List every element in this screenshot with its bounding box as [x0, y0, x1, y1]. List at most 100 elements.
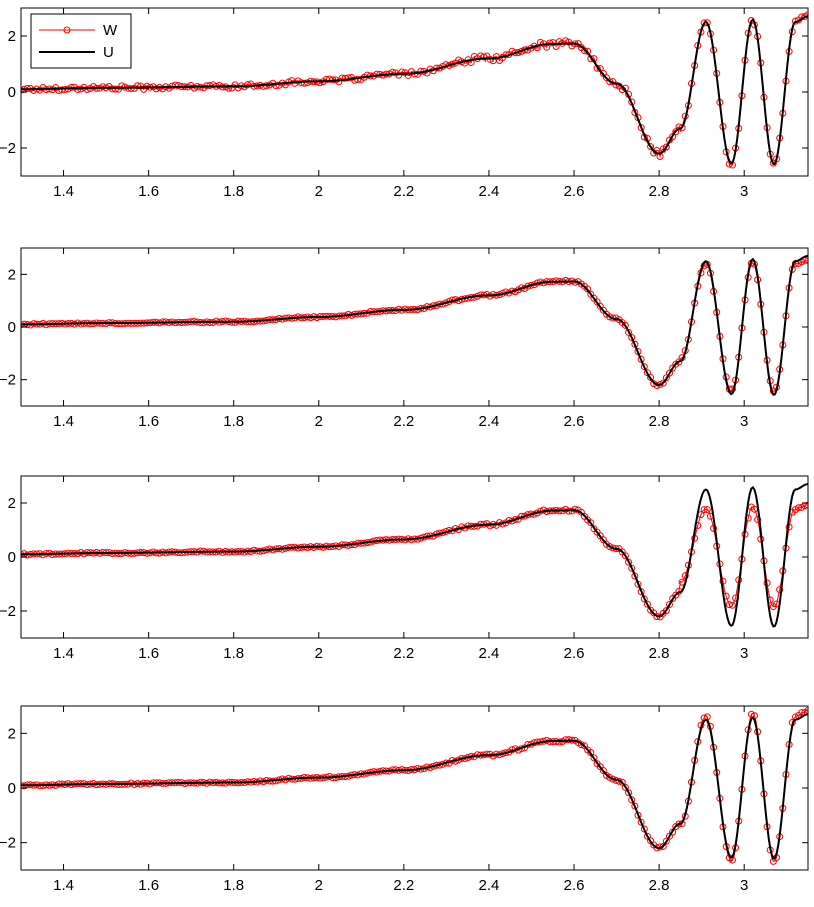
series-w-marker	[625, 789, 633, 797]
series-w-marker	[21, 86, 25, 94]
series-w-marker	[798, 709, 806, 717]
x-tick-label: 1.6	[138, 645, 159, 662]
series-w-marker	[795, 504, 803, 512]
series-w-marker	[725, 601, 733, 609]
legend: WU	[30, 13, 132, 69]
series-w-marker	[628, 564, 636, 572]
series-w-marker	[621, 552, 629, 560]
series-w-marker	[665, 369, 673, 377]
series-u-line	[21, 713, 808, 860]
x-tick-label: 1.4	[53, 645, 74, 662]
series-w-marker	[300, 79, 308, 87]
series-w-marker	[625, 558, 633, 566]
series-w-marker	[628, 334, 636, 342]
y-tick-label: 0	[8, 84, 16, 101]
x-tick-label: 2.8	[649, 413, 670, 430]
x-tick-label: 2.8	[649, 645, 670, 662]
series-w-marker	[61, 86, 69, 94]
plot-frame	[20, 705, 809, 871]
series-w-marker	[354, 76, 362, 84]
series-w-marker	[111, 85, 119, 93]
x-tick-label: 1.4	[53, 183, 74, 200]
x-tick-label: 2.2	[393, 413, 414, 430]
y-tick-label: 0	[8, 780, 16, 797]
series-u-line	[21, 483, 808, 628]
plot-frame	[20, 7, 809, 177]
plot-frame	[20, 247, 809, 407]
legend-u-label: U	[103, 44, 114, 61]
series-w-marker	[681, 572, 689, 580]
series-w-marker	[606, 543, 614, 551]
series-u-line	[21, 15, 808, 166]
series-w-marker	[74, 85, 82, 93]
series-w-marker	[599, 767, 607, 775]
series-w-marker	[83, 86, 91, 93]
series-w-marker	[747, 710, 755, 718]
y-tick-label: 0	[8, 319, 16, 336]
x-tick-label: 2.4	[479, 183, 500, 200]
x-tick-label: 3	[740, 877, 748, 894]
y-tick-label: 0	[8, 549, 16, 566]
x-tick-label: 2.6	[564, 877, 585, 894]
x-tick-label: 2	[315, 183, 323, 200]
legend-box	[30, 13, 132, 69]
x-tick-label: 2.4	[479, 877, 500, 894]
series-w-marker	[662, 837, 670, 845]
x-tick-label: 2	[315, 645, 323, 662]
x-tick-label: 3	[740, 413, 748, 430]
series-w-marker	[483, 750, 491, 758]
y-tick-label: 2	[8, 266, 16, 283]
series-w-marker	[580, 47, 588, 55]
series-w-marker	[700, 506, 708, 514]
x-tick-label: 2.2	[393, 645, 414, 662]
series-w-marker	[710, 524, 718, 532]
series-w-marker	[621, 783, 629, 791]
series-w-marker	[643, 600, 651, 608]
series-w-marker	[643, 369, 651, 377]
series-w-marker	[577, 741, 585, 749]
x-tick-label: 3	[740, 183, 748, 200]
series-w-marker	[804, 11, 808, 19]
series-w-marker	[174, 82, 182, 90]
series-w-marker	[728, 601, 736, 609]
y-tick-label: −2	[0, 835, 16, 852]
chart-panel-1: 1.4 1.6 1.8 2 2.2 2.4 2.6 2.8 3 −2 0 2 WU	[0, 7, 809, 200]
x-tick-label: 2	[315, 877, 323, 894]
series-w-marker	[640, 363, 648, 371]
series-w-marker	[621, 321, 629, 329]
x-tick-label: 2.6	[564, 645, 585, 662]
y-tick-label: −2	[0, 140, 16, 157]
series-w-marker	[647, 143, 655, 151]
series-w-marker	[344, 74, 352, 82]
series-w-marker	[398, 68, 406, 76]
series-w-marker	[133, 82, 141, 90]
series-w-marker	[662, 607, 670, 615]
x-tick-label: 2.4	[479, 413, 500, 430]
legend-w-marker	[63, 26, 71, 34]
plot-area	[21, 706, 808, 865]
x-tick-label: 1.4	[53, 877, 74, 894]
series-w-marker	[637, 818, 645, 826]
series-w-marker	[244, 81, 252, 89]
x-tick-label: 1.8	[223, 183, 244, 200]
series-w-marker	[118, 82, 126, 90]
series-w-marker	[675, 820, 683, 828]
x-tick-label: 2	[315, 413, 323, 430]
series-w-marker	[754, 516, 762, 524]
series-w-marker	[659, 842, 667, 850]
x-tick-label: 1.6	[138, 183, 159, 200]
series-w-marker	[590, 754, 598, 762]
series-w-marker	[171, 81, 179, 89]
plot-frame	[20, 475, 809, 639]
x-tick-label: 2.6	[564, 413, 585, 430]
series-w-marker	[647, 373, 655, 381]
series-w-marker	[259, 82, 267, 90]
x-tick-label: 2.4	[479, 645, 500, 662]
y-tick-label: 2	[8, 495, 16, 512]
series-w-marker	[669, 133, 677, 141]
series-w-marker	[703, 506, 711, 514]
series-w-marker	[587, 519, 595, 527]
series-w-marker	[388, 68, 396, 76]
